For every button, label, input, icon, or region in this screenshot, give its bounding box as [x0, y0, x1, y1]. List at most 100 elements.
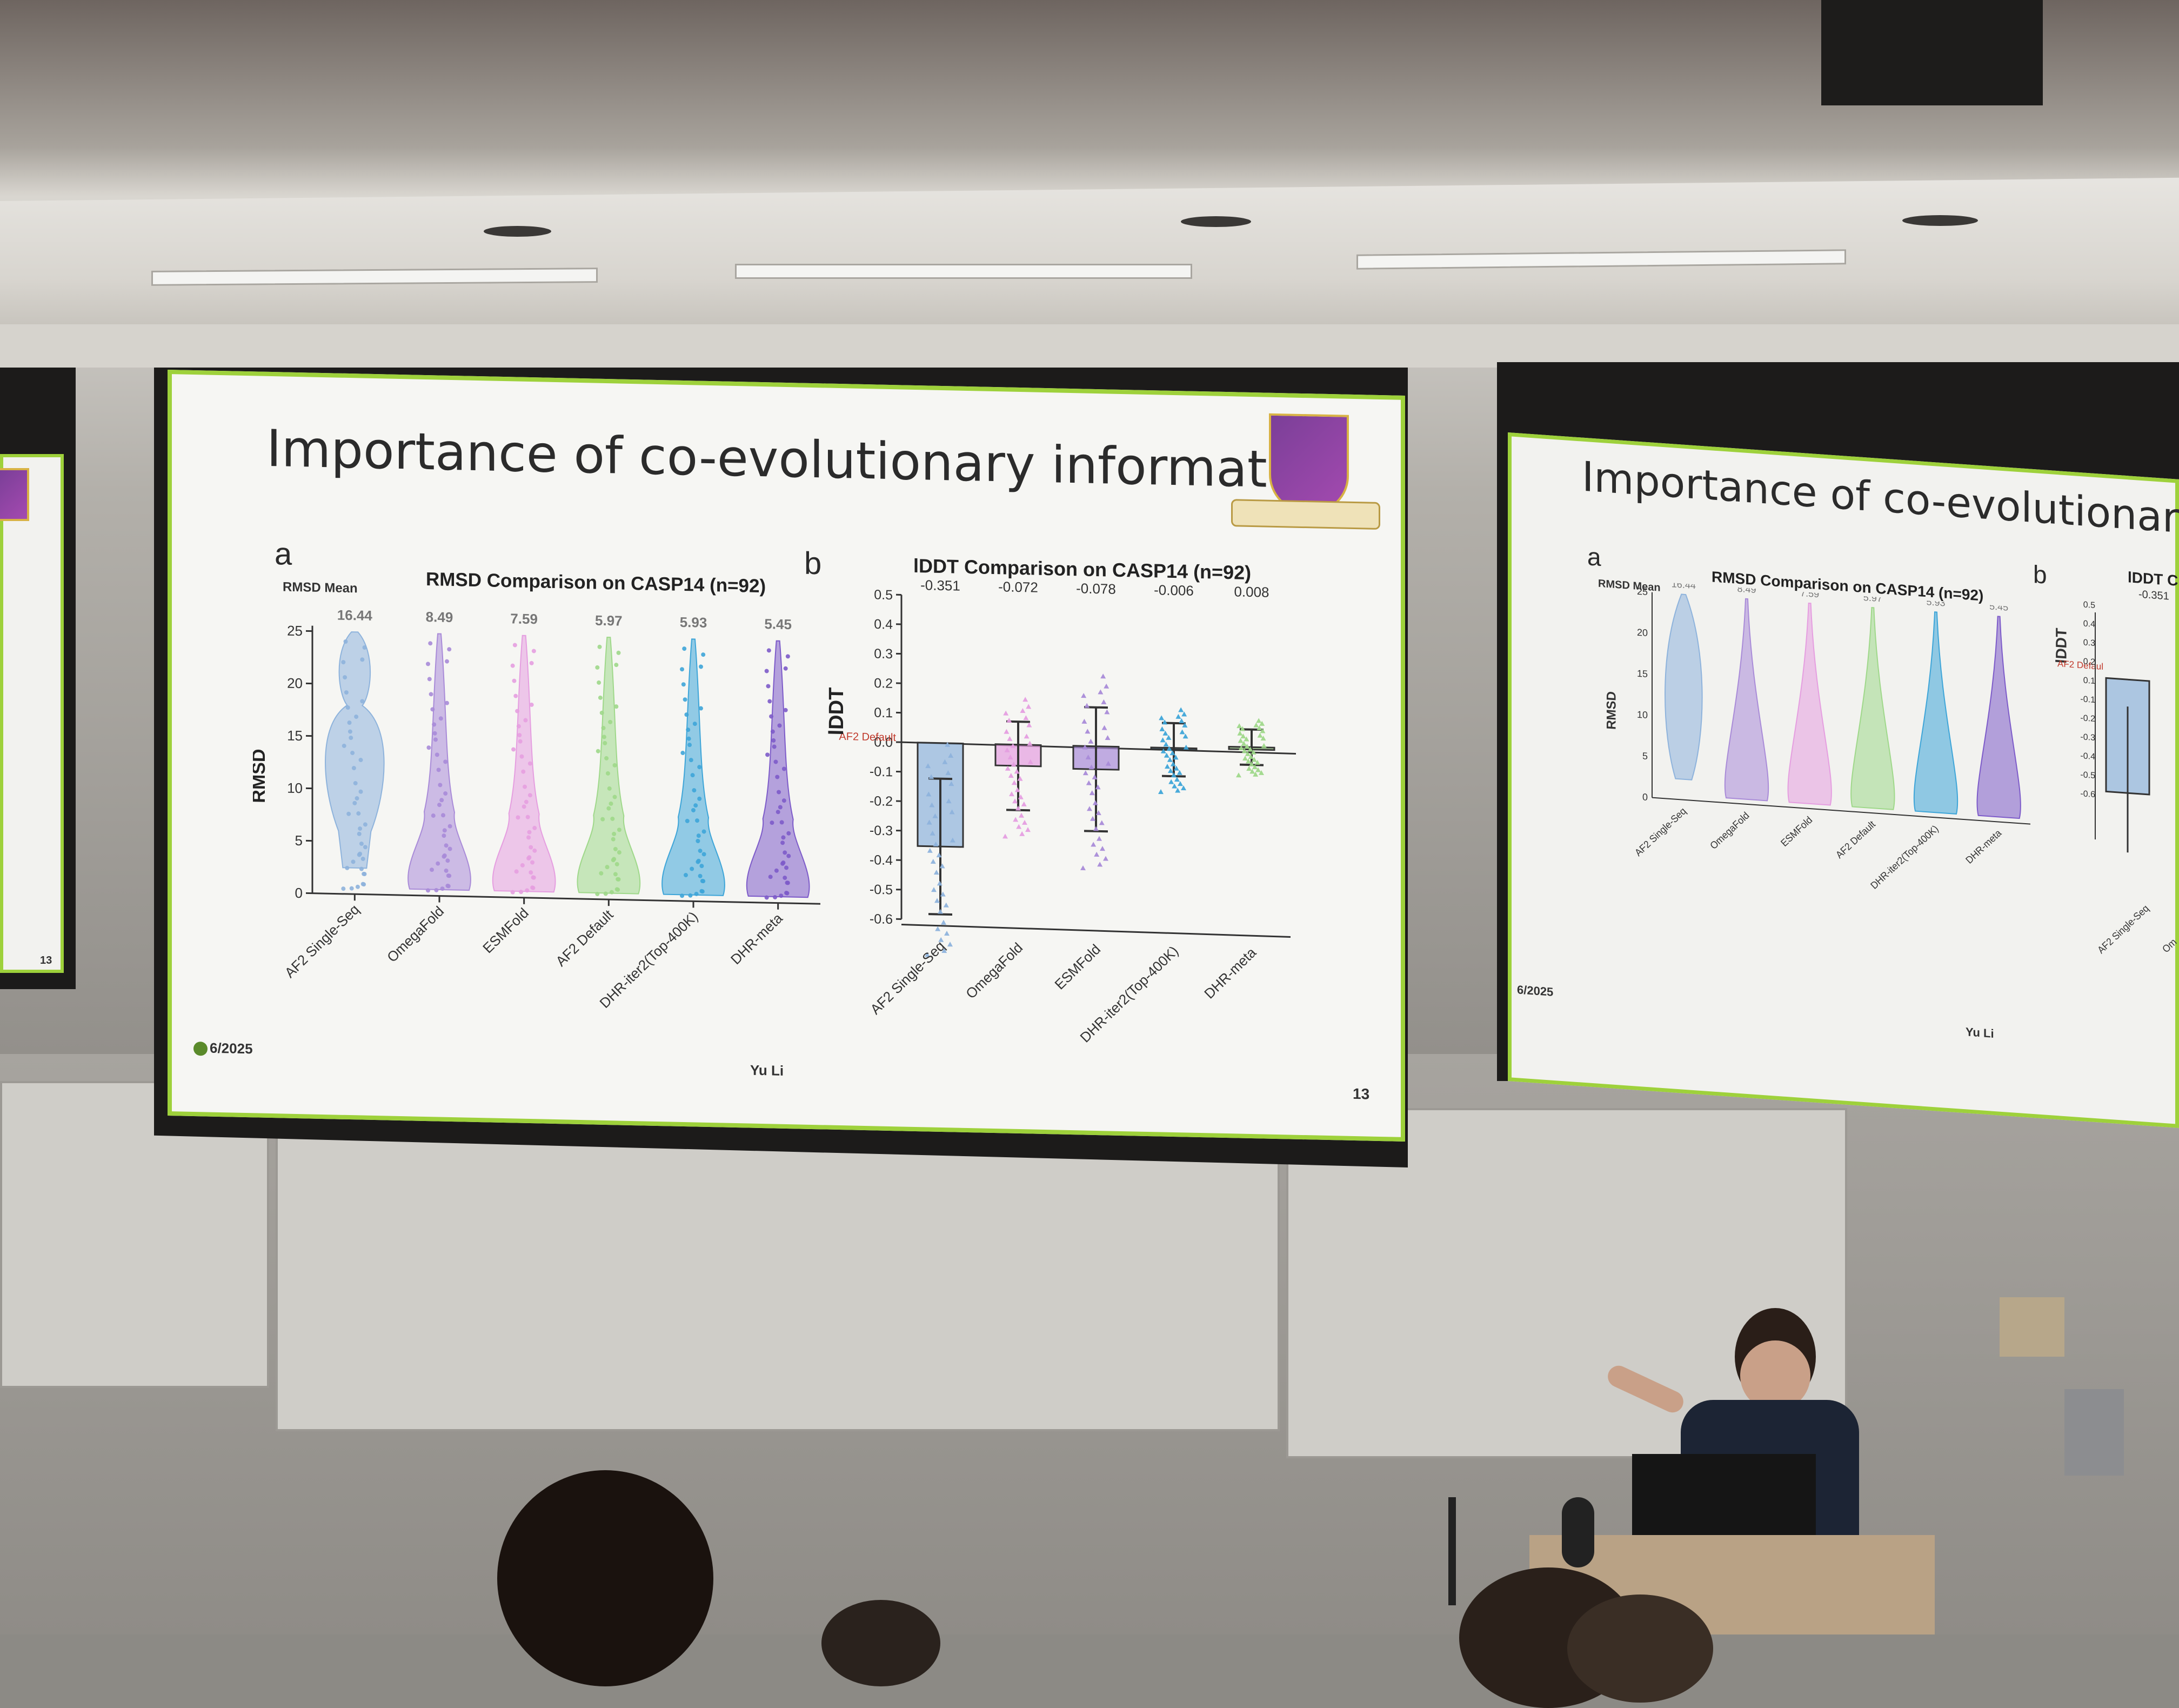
scatter-point: [1003, 711, 1008, 716]
panel-letter-a: a: [275, 536, 292, 572]
screen-housing: [0, 324, 2179, 368]
scatter-point: [1023, 715, 1028, 720]
scatter-point: [1090, 790, 1095, 795]
violin-point: [701, 652, 705, 657]
x-tick-label-0: AF2 Single-Seq: [867, 938, 948, 1018]
violin-point: [765, 669, 769, 673]
violin-point: [513, 643, 517, 647]
scatter-point: [1102, 725, 1107, 730]
right-ytick-2: 0.3: [2074, 632, 2095, 653]
scatter-point: [1164, 753, 1169, 758]
scatter-point: [947, 942, 953, 946]
violin-point: [447, 647, 451, 651]
right-ytick-1: 0.4: [2074, 613, 2095, 634]
violin-point: [766, 684, 770, 688]
y-tick-label: 20: [287, 675, 303, 692]
y-tick-label: 5: [295, 832, 303, 849]
scatter-point: [1177, 770, 1182, 775]
scatter-point: [1099, 820, 1105, 825]
scatter-point: [1180, 729, 1185, 734]
audience-head: [821, 1600, 940, 1686]
scatter-point: [1171, 772, 1177, 777]
value-label-4: 0.008: [1234, 583, 1269, 600]
scatter-point: [1236, 723, 1242, 728]
panel-letter-b: b: [804, 545, 821, 582]
scatter-point: [1004, 729, 1009, 734]
scatter-point: [1086, 780, 1092, 785]
scatter-point: [1181, 785, 1186, 790]
right-y-tick-label: 0: [1642, 791, 1648, 803]
y-tick-label: 0.4: [874, 617, 893, 632]
scatter-point: [1094, 852, 1099, 857]
mean-label-5: 5.45: [764, 616, 792, 632]
violin-point: [532, 649, 536, 653]
violin-point: [680, 667, 684, 671]
value-label-0: -0.351: [920, 577, 960, 594]
scatter-point: [1091, 842, 1096, 846]
scatter-point: [931, 887, 937, 892]
scatter-point: [1015, 787, 1020, 792]
right-violin-1: [1725, 597, 1768, 801]
right-violin-2: [1788, 602, 1831, 805]
scatter-point: [1104, 709, 1109, 714]
scatter-point: [1184, 745, 1189, 750]
y-tick-label: 25: [287, 623, 303, 639]
y-axis-label: RMSD: [253, 749, 269, 803]
scatter-point: [1253, 723, 1259, 728]
footer-logo-icon: [193, 1042, 208, 1056]
right-x-tick-label-1: OmegaFold: [1708, 810, 1752, 851]
right-ytick-9: -0.5: [2074, 765, 2095, 785]
scatter-point: [1160, 737, 1166, 742]
right-y-tick-label: 10: [1637, 709, 1648, 720]
violin-point: [784, 666, 788, 671]
violin-point: [513, 694, 518, 698]
violin-point: [767, 699, 772, 703]
violin-5: [747, 640, 810, 897]
scatter-point: [1027, 740, 1033, 745]
violin-point: [426, 662, 430, 666]
violin-point: [681, 682, 686, 686]
y-tick-label: 0.2: [874, 676, 893, 691]
x-tick-label-1: OmegaFold: [962, 939, 1026, 1002]
scatter-point: [1178, 707, 1184, 712]
scatter-point: [1025, 827, 1031, 832]
right-y-tick-label: 5: [1642, 750, 1648, 762]
microphone-stand: [1562, 1497, 1594, 1567]
scatter-point: [1162, 731, 1168, 736]
violin-point: [356, 885, 360, 889]
scatter-point: [1237, 731, 1242, 736]
y-tick-label: 0.3: [874, 646, 893, 662]
violin-point: [597, 680, 601, 685]
violin-1: [408, 633, 471, 890]
scatter-point: [1175, 788, 1180, 792]
y-tick-label: 10: [287, 780, 303, 797]
crest-logo: [0, 468, 29, 521]
right-mean-label-0: 16.44: [1672, 579, 1696, 591]
right-presenter: Yu Li: [1966, 1025, 1994, 1041]
x-axis: [901, 924, 1291, 937]
scatter-point: [1020, 708, 1025, 713]
speaker-box: [1821, 0, 2043, 105]
x-tick-label-5: DHR-meta: [727, 910, 786, 968]
scatter-point: [1097, 836, 1102, 841]
mean-label-4: 5.93: [680, 614, 707, 631]
right-ytick-8: -0.4: [2074, 746, 2095, 766]
violin-point: [617, 651, 621, 655]
whiteboard: [276, 1135, 1280, 1431]
mean-label-2: 7.59: [510, 610, 538, 627]
x-tick-label-0: AF2 Single-Seq: [282, 901, 363, 981]
scatter-point: [1097, 862, 1102, 866]
scatter-point: [944, 903, 949, 908]
value-label-1: -0.072: [998, 578, 1038, 596]
scatter-point: [1022, 820, 1027, 825]
scatter-point: [938, 909, 943, 913]
presenter-name: Yu Li: [750, 1062, 784, 1079]
scatter-point: [1167, 757, 1173, 762]
right-panel-letter-b: b: [2033, 559, 2047, 590]
scatter-point: [1236, 772, 1241, 777]
ceiling-vent: [1181, 216, 1251, 227]
mean-label-3: 5.97: [595, 612, 623, 629]
violin-point: [598, 645, 602, 649]
scatter-point: [1164, 742, 1169, 746]
